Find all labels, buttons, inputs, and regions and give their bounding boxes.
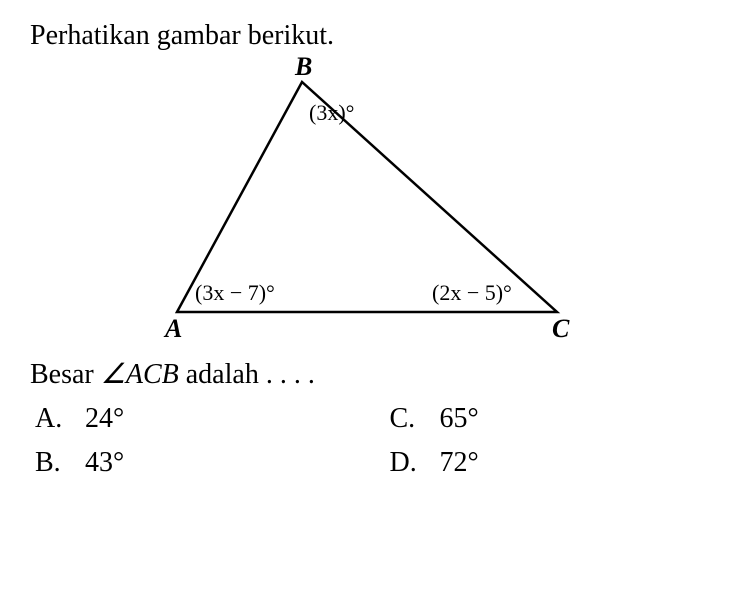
option-a-letter: A.: [35, 403, 85, 435]
option-a-value: 24°: [85, 403, 124, 435]
option-b-letter: B.: [35, 447, 85, 479]
option-c: C. 65°: [390, 403, 705, 435]
ask-angle: ∠ACB: [101, 359, 179, 390]
question-prompt: Perhatikan gambar berikut.: [30, 20, 704, 52]
angle-a-label: (3x − 7)°: [195, 280, 275, 306]
diagram-container: B A C (3x)° (3x − 7)° (2x − 5)°: [30, 62, 704, 342]
angle-c-label: (2x − 5)°: [432, 280, 512, 306]
vertex-b-label: B: [295, 52, 312, 82]
option-a: A. 24°: [35, 403, 350, 435]
angle-b-label: (3x)°: [309, 100, 354, 126]
option-d-value: 72°: [440, 447, 479, 479]
option-b-value: 43°: [85, 447, 124, 479]
option-c-value: 65°: [440, 403, 479, 435]
options-grid: A. 24° C. 65° B. 43° D. 72°: [30, 403, 704, 479]
triangle-shape: [177, 82, 557, 312]
vertex-a-label: A: [165, 314, 182, 344]
option-d-letter: D.: [390, 447, 440, 479]
ask-suffix: adalah . . . .: [179, 359, 315, 390]
question-ask: Besar ∠ACB adalah . . . .: [30, 357, 704, 391]
ask-prefix: Besar: [30, 359, 101, 390]
option-c-letter: C.: [390, 403, 440, 435]
vertex-c-label: C: [552, 314, 569, 344]
option-b: B. 43°: [35, 447, 350, 479]
triangle-diagram: B A C (3x)° (3x − 7)° (2x − 5)°: [157, 62, 577, 342]
option-d: D. 72°: [390, 447, 705, 479]
